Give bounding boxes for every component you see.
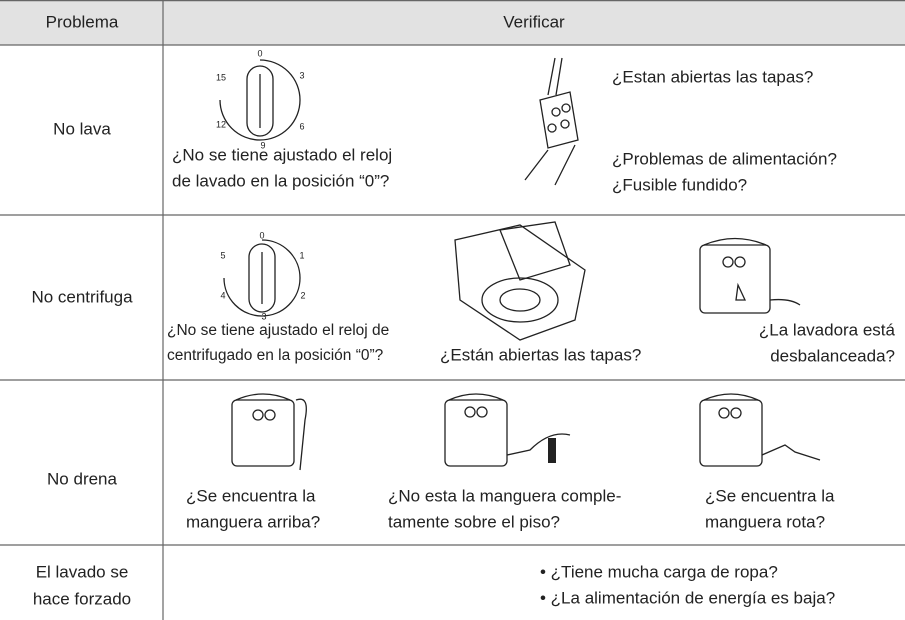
header-bg <box>0 0 905 45</box>
washer-top-illustration-part <box>481 277 559 323</box>
dial-number: 15 <box>216 72 226 82</box>
dial-number: 0 <box>257 48 262 58</box>
check-text: ¿Se encuentra la <box>186 486 316 505</box>
dial-number: 5 <box>220 250 225 260</box>
check-text: ¿No se tiene ajustado el reloj <box>172 145 392 164</box>
washer-hose-up-illustration-part <box>231 399 295 467</box>
dial-illustration <box>223 239 301 317</box>
plug-illustration-part <box>560 119 570 129</box>
dial-number: 4 <box>220 290 225 300</box>
dial-number: 3 <box>261 311 266 321</box>
washer-illustration-part <box>735 282 747 301</box>
check-text: manguera rota? <box>705 512 825 531</box>
plug-illustration-part <box>551 107 561 117</box>
check-text: • ¿Tiene mucha carga de ropa? <box>540 562 778 581</box>
dial-illustration-part <box>246 65 274 137</box>
washer-hose-floor-illustration <box>444 393 571 467</box>
check-text: de lavado en la posición “0”? <box>172 171 389 190</box>
washer-hose-broken-illustration <box>699 393 821 467</box>
check-text: ¿Estan abiertas las tapas? <box>612 67 813 86</box>
washer-top-illustration-part <box>499 221 571 281</box>
plug-illustration-part <box>561 103 571 113</box>
problem: No lava <box>53 119 111 138</box>
dial-illustration <box>219 59 301 141</box>
washer-hose-broken-illustration-part <box>718 407 730 419</box>
check-text: manguera arriba? <box>186 512 320 531</box>
check-text: • ¿La alimentación de energía es baja? <box>540 588 835 607</box>
washer-hose-broken-illustration-part <box>703 393 759 401</box>
plug-illustration-part <box>539 91 579 149</box>
washer-hose-up-illustration-part <box>235 393 291 401</box>
washer-top-illustration <box>454 221 586 341</box>
washer-top-illustration-part <box>454 224 586 341</box>
check-text: tamente sobre el piso? <box>388 512 560 531</box>
header-cell: Problema <box>46 12 119 31</box>
washer-hose-broken-illustration-part <box>761 444 821 461</box>
plug-illustration-part <box>547 123 557 133</box>
plug-illustration-part <box>547 57 563 96</box>
problem: No drena <box>47 469 117 488</box>
washer-hose-floor-illustration-part <box>476 406 488 418</box>
washer-top-illustration-part <box>499 288 541 312</box>
check-text: desbalanceada? <box>770 346 895 365</box>
washer-hose-floor-illustration-part <box>444 399 508 467</box>
washer-hose-up-illustration-part <box>252 409 264 421</box>
dial-number: 2 <box>300 290 305 300</box>
washer-illustration-part <box>769 298 801 306</box>
dial-number: 6 <box>299 121 304 131</box>
washer-hose-up-illustration-part <box>264 409 276 421</box>
check-text: ¿Problemas de alimentación? <box>612 149 837 168</box>
washer-hose-up-illustration <box>231 393 307 471</box>
washer-illustration-part <box>734 256 746 268</box>
dial-illustration-part <box>248 243 276 313</box>
check-text: ¿No se tiene ajustado el reloj de <box>167 322 389 339</box>
washer-hose-floor-illustration-part <box>548 438 556 463</box>
header-cell: Verificar <box>503 12 565 31</box>
check-text: centrifugado en la posición “0”? <box>167 347 384 364</box>
dial-number: 12 <box>216 119 226 129</box>
washer-illustration-part <box>703 237 767 246</box>
dial-illustration-part <box>219 59 301 141</box>
washer-illustration-part <box>722 256 734 268</box>
washer-hose-floor-illustration-part <box>464 406 476 418</box>
problem: El lavado se <box>36 562 129 581</box>
washer-hose-floor-illustration-part <box>448 393 504 401</box>
dial-number: 0 <box>259 230 264 240</box>
dial-number: 3 <box>299 70 304 80</box>
washer-hose-floor-illustration-part <box>506 433 571 456</box>
problem: No centrifuga <box>31 287 133 306</box>
dial-number: 1 <box>299 250 304 260</box>
washer-illustration-part <box>699 244 771 314</box>
washer-illustration <box>699 237 801 314</box>
washer-hose-up-illustration-part <box>295 398 307 471</box>
washer-hose-broken-illustration-part <box>699 399 763 467</box>
washer-hose-broken-illustration-part <box>730 407 742 419</box>
dial-illustration-part <box>223 239 301 317</box>
dial-number: 9 <box>260 140 265 150</box>
check-text: ¿Están abiertas las tapas? <box>440 345 641 364</box>
problem: hace forzado <box>33 589 131 608</box>
check-text: ¿Se encuentra la <box>705 486 835 505</box>
plug-illustration-part <box>524 144 576 186</box>
check-text: ¿No esta la manguera comple- <box>388 486 621 505</box>
check-text: ¿La lavadora está <box>759 320 896 339</box>
plug-illustration <box>524 57 579 186</box>
check-text: ¿Fusible fundido? <box>612 175 747 194</box>
